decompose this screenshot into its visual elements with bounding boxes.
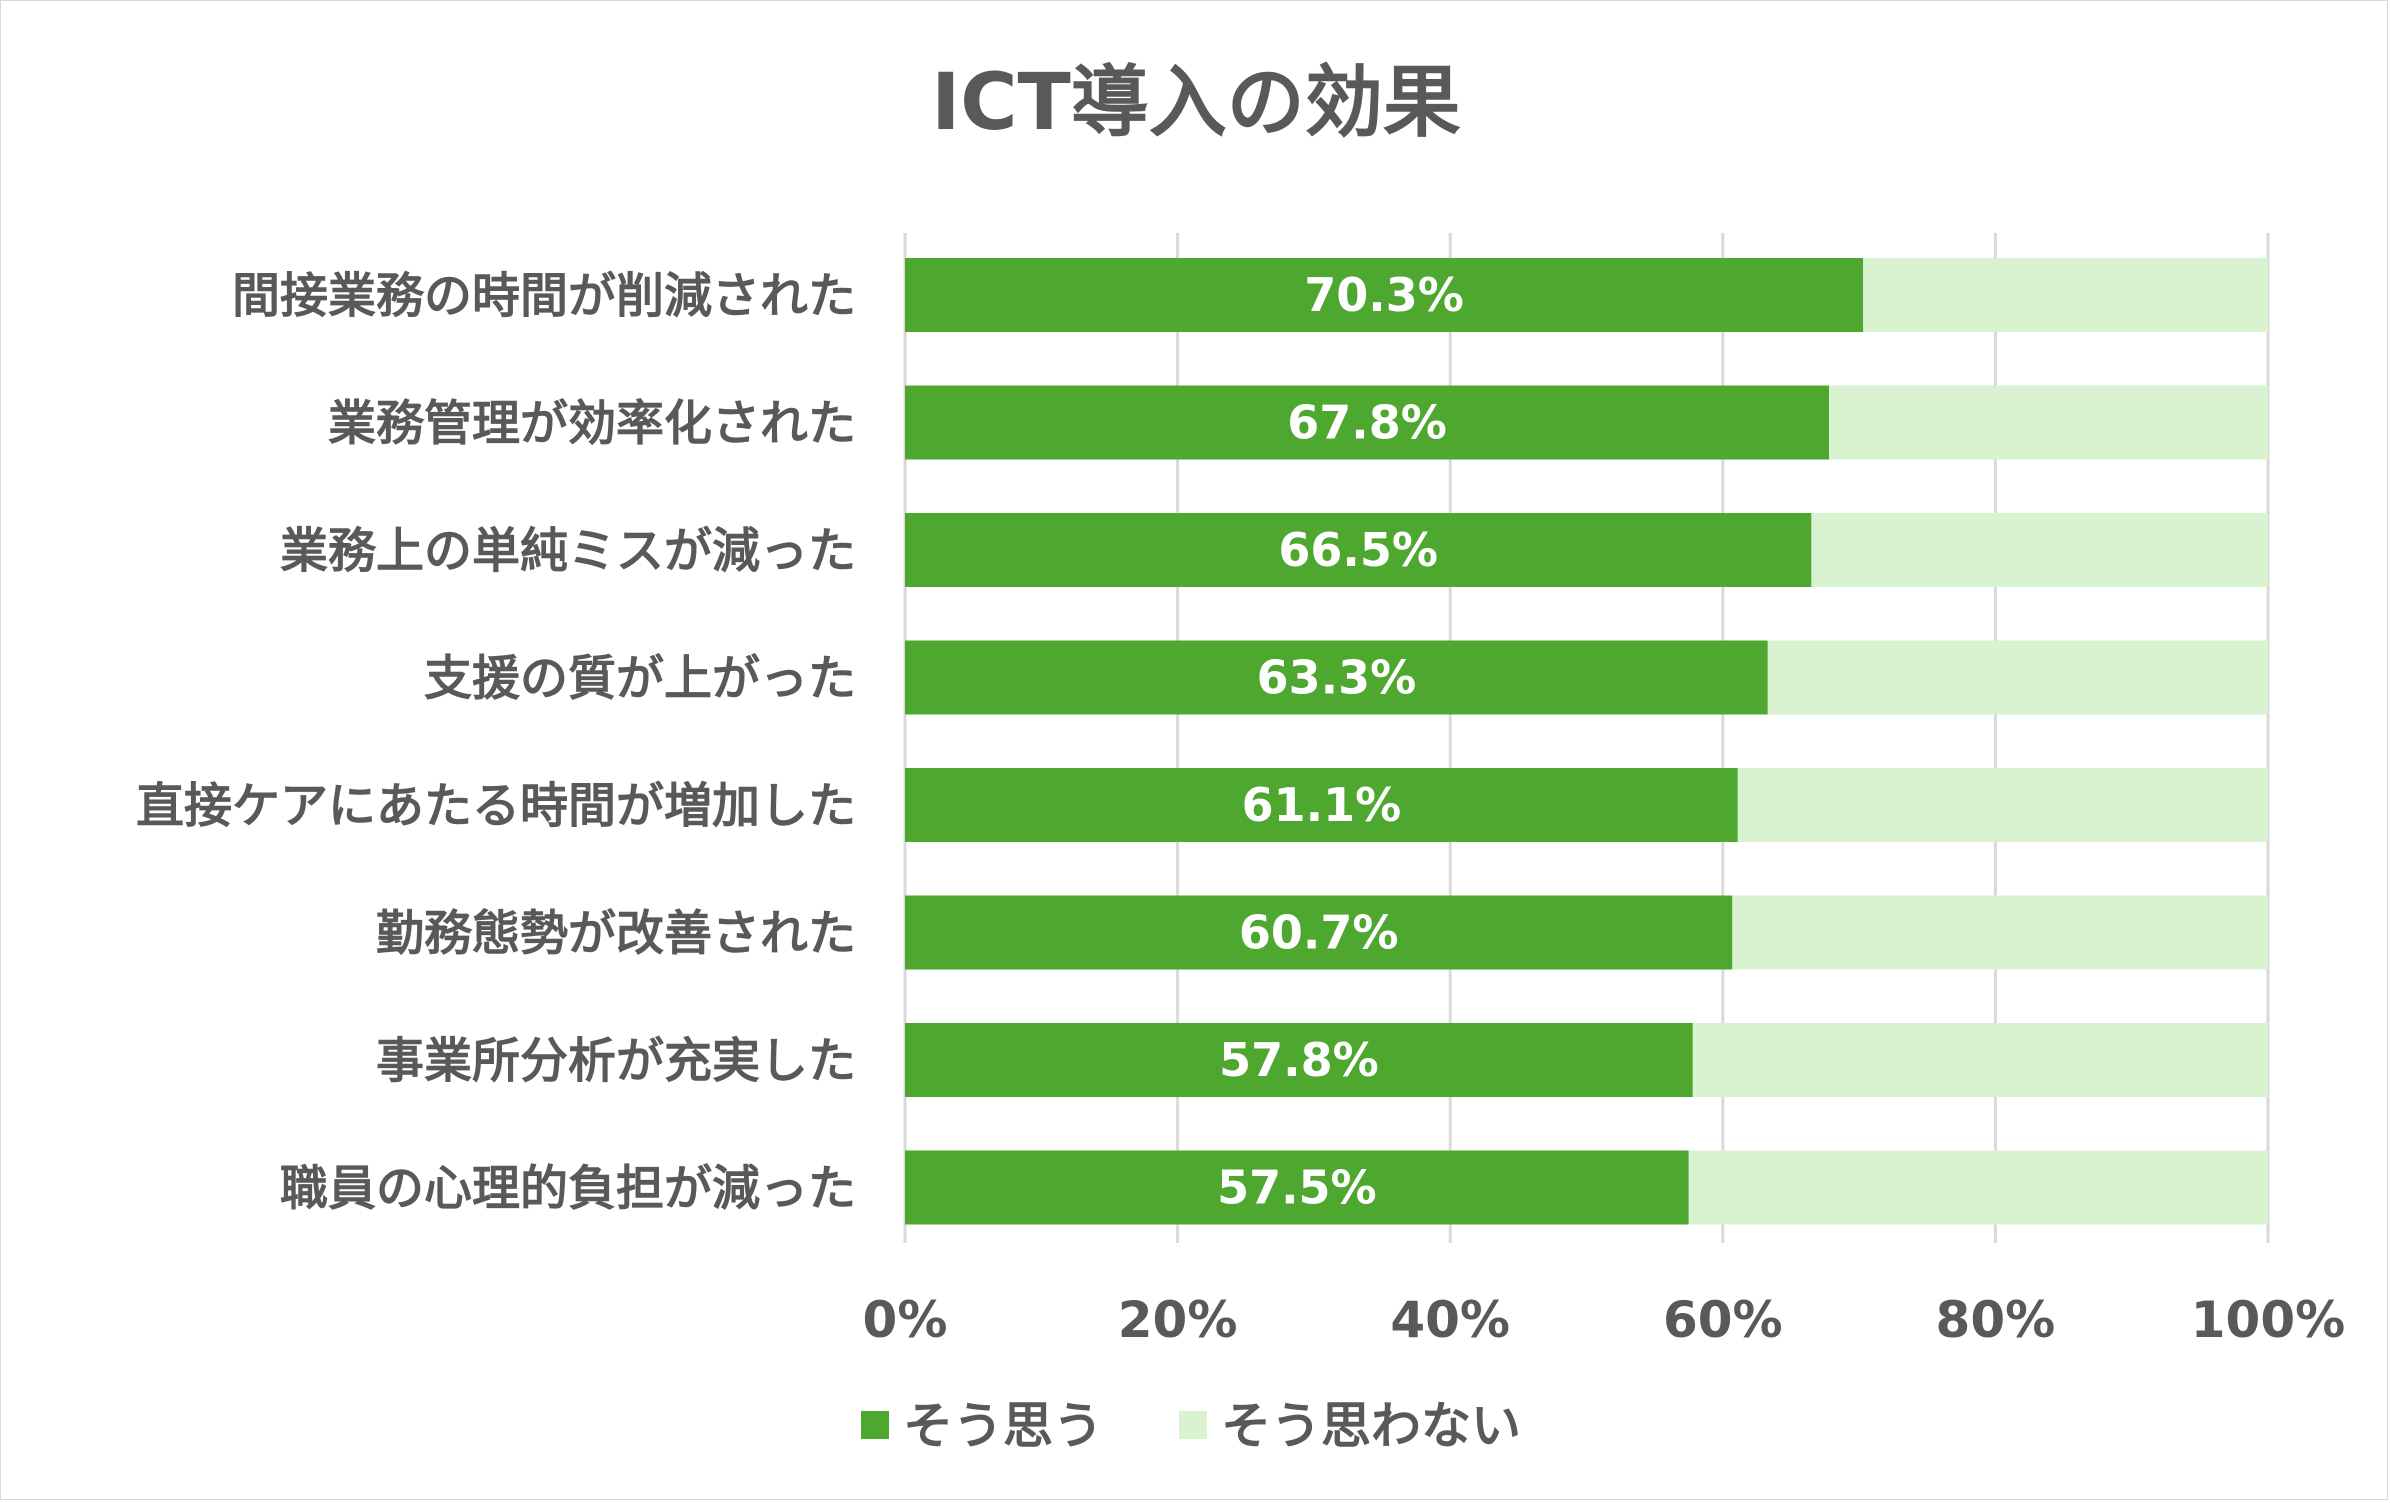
- legend-swatch-agree: [861, 1411, 889, 1439]
- bar-disagree-2: [1811, 513, 2268, 587]
- data-label-7: 57.5%: [1217, 1161, 1377, 1215]
- bar-agree-0: [905, 258, 1864, 332]
- x-axis-tick-labels: 0% 20% 40% 60% 80% 100%: [863, 1291, 2346, 1349]
- data-label-5: 60.7%: [1239, 906, 1399, 960]
- category-label-7: 職員の心理的負担が減った: [280, 1161, 856, 1217]
- bar-disagree-4: [1737, 768, 2268, 842]
- legend-label-disagree: そう思わない: [1221, 1397, 1521, 1455]
- bar-agree-4: [905, 768, 1738, 842]
- tick-label-1: 20%: [1118, 1291, 1238, 1349]
- tick-label-5: 100%: [2191, 1291, 2345, 1349]
- bar-agree-1: [905, 385, 1830, 460]
- data-label-6: 57.8%: [1219, 1033, 1379, 1087]
- bar-disagree-7: [1688, 1150, 2268, 1225]
- data-label-0: 70.3%: [1304, 268, 1464, 322]
- legend-label-agree: そう思う: [903, 1397, 1103, 1455]
- data-label-2: 66.5%: [1278, 523, 1438, 577]
- bar-disagree-6: [1692, 1023, 2268, 1097]
- chart-title: ICT導入の効果: [931, 58, 1460, 148]
- category-label-2: 業務上の単純ミスが減った: [280, 523, 856, 579]
- bar-disagree-5: [1732, 895, 2268, 970]
- tick-label-4: 80%: [1936, 1291, 2056, 1349]
- category-label-4: 直接ケアにあたる時間が増加した: [136, 778, 856, 834]
- bar-agree-7: [905, 1150, 1689, 1225]
- tick-label-2: 40%: [1390, 1291, 1510, 1349]
- data-label-4: 61.1%: [1242, 778, 1402, 832]
- category-label-6: 事業所分析が充実した: [376, 1033, 856, 1089]
- bar-agree-2: [905, 513, 1812, 587]
- category-label-5: 勤務態勢が改善された: [376, 906, 856, 962]
- legend: そう思う そう思わない: [861, 1397, 1521, 1455]
- category-label-1: 業務管理が効率化された: [328, 396, 856, 452]
- category-label-3: 支援の質が上がった: [424, 651, 856, 707]
- category-labels: 間接業務の時間が削減された業務管理が効率化された業務上の単純ミスが減った支援の質…: [136, 268, 856, 1217]
- tick-label-3: 60%: [1663, 1291, 1783, 1349]
- bar-agree-6: [905, 1023, 1693, 1097]
- bar-disagree-0: [1863, 258, 2268, 332]
- bars: 70.3% 67.8% 66.5% 63.3% 61.1% 60.7% 57.8% 57.5%: [905, 258, 2268, 1225]
- data-label-3: 63.3%: [1257, 651, 1417, 705]
- category-label-0: 間接業務の時間が削減された: [232, 268, 856, 324]
- tick-label-0: 0%: [863, 1291, 948, 1349]
- bar-agree-3: [905, 640, 1768, 715]
- bar-disagree-3: [1767, 640, 2268, 715]
- legend-swatch-disagree: [1179, 1411, 1207, 1439]
- bar-disagree-1: [1829, 385, 2268, 460]
- data-label-1: 67.8%: [1287, 396, 1447, 450]
- bar-agree-5: [905, 895, 1733, 970]
